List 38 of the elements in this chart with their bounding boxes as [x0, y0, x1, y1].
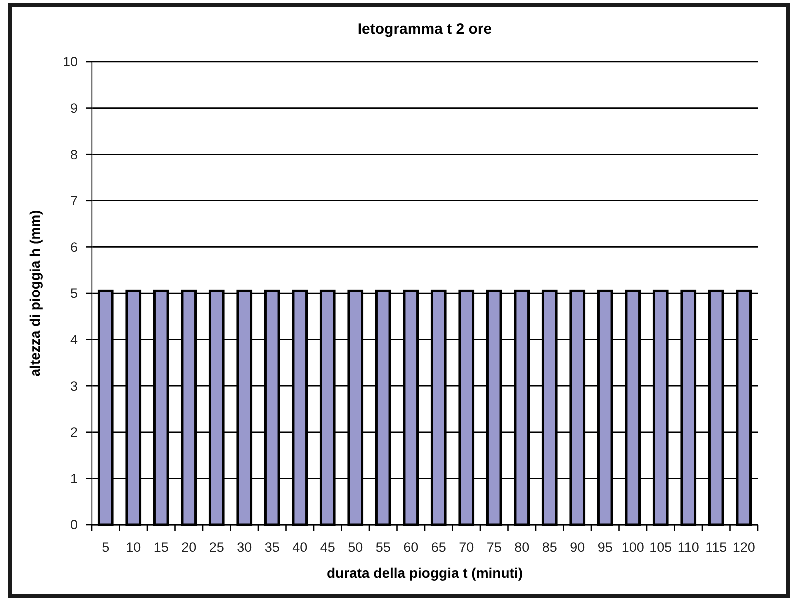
x-tick-label: 80	[514, 540, 530, 555]
x-tick-label: 40	[292, 540, 308, 555]
y-axis-title: altezza di pioggia h (mm)	[27, 210, 43, 377]
x-tick-label: 95	[598, 540, 613, 555]
x-tick-label: 120	[732, 540, 756, 555]
x-tick-label: 105	[650, 540, 672, 555]
x-tick-label: 45	[320, 540, 336, 555]
x-tick-label: 90	[570, 540, 586, 555]
x-tick-label: 60	[404, 540, 419, 555]
y-tick-label: 6	[70, 240, 78, 255]
x-tick-label: 110	[678, 540, 700, 555]
x-tick-label: 65	[431, 540, 446, 555]
x-tick-label: 20	[182, 540, 197, 555]
y-tick-label: 3	[70, 378, 78, 394]
x-tick-label: 115	[706, 540, 728, 555]
x-tick-label: 30	[237, 540, 252, 555]
x-tick-label: 10	[126, 540, 142, 555]
y-tick-label: 1	[70, 471, 78, 486]
chart-title: Ietogramma t 2 ore	[358, 21, 492, 38]
x-tick-label: 15	[154, 540, 169, 555]
x-tick-label: 70	[459, 540, 474, 555]
x-axis-title: durata della pioggia t (minuti)	[327, 565, 523, 581]
y-tick-label: 8	[70, 147, 78, 162]
x-tick-label: 35	[264, 540, 280, 555]
y-tick-label: 5	[70, 286, 78, 302]
x-tick-label: 50	[348, 540, 364, 555]
x-tick-label: 75	[486, 540, 502, 555]
y-tick-label: 9	[70, 101, 78, 116]
y-tick-label: 4	[70, 332, 78, 348]
x-tick-label: 55	[376, 540, 391, 555]
y-tick-label: 0	[70, 518, 78, 533]
x-tick-label: 85	[542, 540, 558, 555]
x-tick-label: 25	[209, 540, 224, 555]
y-tick-label: 10	[62, 54, 78, 70]
y-tick-label: 7	[70, 194, 78, 209]
x-tick-label: 100	[622, 540, 644, 555]
x-tick-label: 5	[102, 540, 110, 555]
y-tick-label: 2	[70, 425, 78, 440]
